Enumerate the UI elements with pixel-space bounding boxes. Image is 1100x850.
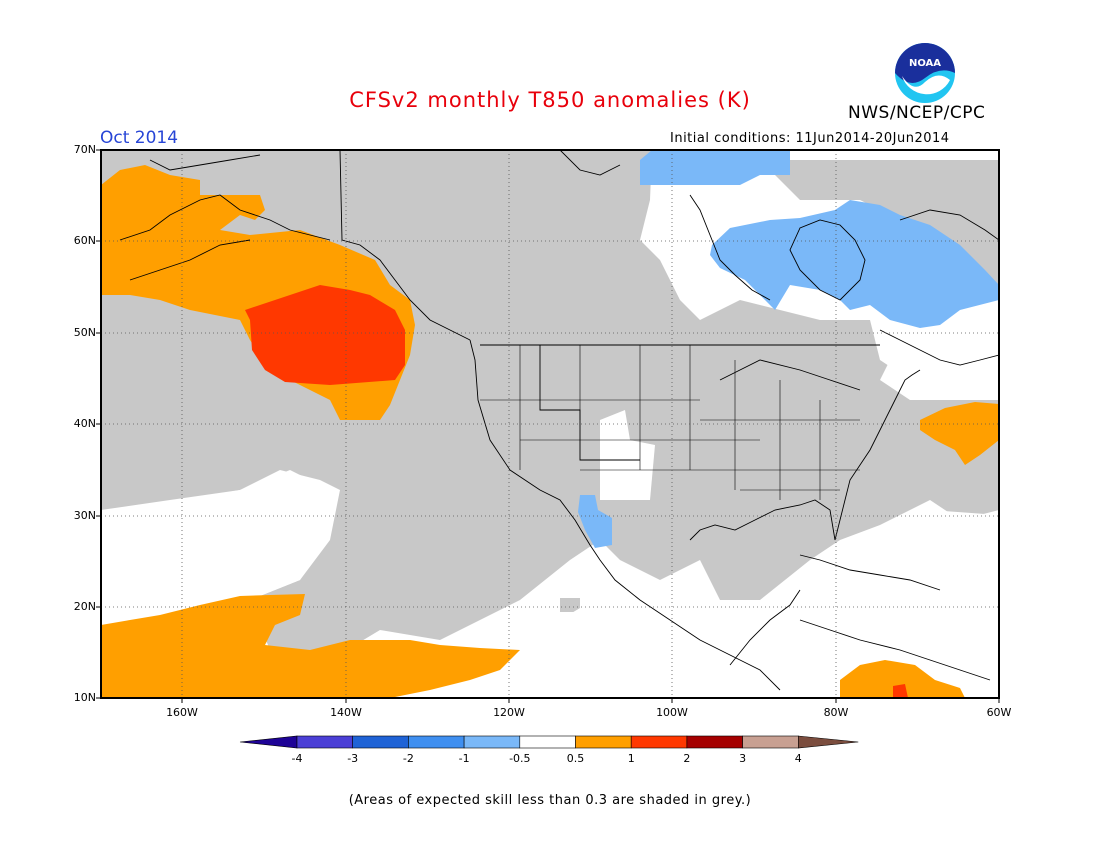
colorbar-label: -2 [402, 752, 414, 765]
lon-label-100w: 100W [656, 706, 688, 719]
state-borders [480, 345, 860, 500]
skill-note: (Areas of expected skill less than 0.3 a… [348, 793, 752, 808]
colorbar-swatch [742, 735, 799, 749]
colorbar-label: 3 [739, 752, 747, 765]
colorbar-arrow-high [797, 735, 859, 749]
colorbar-swatch [408, 735, 465, 749]
colorbar-label: -1 [458, 752, 470, 765]
colorbar-swatch [463, 735, 521, 749]
lat-label-50n: 50N [73, 326, 96, 339]
lat-label-70n: 70N [73, 143, 96, 156]
lon-label-160w: 160W [166, 706, 198, 719]
lat-label-10n: 10N [73, 691, 96, 704]
colorbar-label: 2 [683, 752, 691, 765]
colorbar-swatch [686, 735, 743, 749]
lat-label-40n: 40N [73, 417, 96, 430]
colorbar-label: 4 [794, 752, 802, 765]
colorbar-label: 0.5 [566, 752, 585, 765]
lat-label-30n: 30N [73, 509, 96, 522]
colorbar [239, 735, 859, 749]
colorbar-arrow-low [239, 735, 298, 749]
lon-label-80w: 80W [823, 706, 849, 719]
noaa-logo: NOAA [895, 43, 955, 103]
colorbar-swatch [296, 735, 354, 749]
lon-label-60w: 60W [986, 706, 1012, 719]
agency-label: NWS/NCEP/CPC [848, 103, 986, 123]
colorbar-label: -4 [291, 752, 303, 765]
coastlines [119, 150, 999, 691]
colorbar-label: -3 [347, 752, 359, 765]
red-gulf-of-alaska-region [245, 285, 405, 385]
map-title: CFSv2 monthly T850 anomalies (K) [349, 88, 751, 112]
lat-label-20n: 20N [73, 600, 96, 613]
blue-hudson-bay-region [710, 200, 999, 328]
orange-tropical-pacific-region [101, 594, 520, 698]
colorbar-label: 1 [627, 752, 635, 765]
lat-label-60n: 60N [73, 234, 96, 247]
lon-label-140w: 140W [330, 706, 362, 719]
colorbar-swatch [352, 735, 409, 749]
lon-label-120w: 120W [493, 706, 525, 719]
forecast-month: Oct 2014 [100, 128, 179, 148]
graticule [101, 150, 999, 698]
colorbar-swatch [519, 735, 576, 749]
colorbar-swatch [630, 735, 688, 749]
initial-conditions: Initial conditions: 11Jun2014-20Jun2014 [670, 131, 950, 146]
colorbar-swatch [575, 735, 632, 749]
colorbar-label: -0.5 [509, 752, 531, 765]
axis-ticks [96, 149, 1000, 703]
noaa-logo-text: NOAA [909, 58, 941, 69]
